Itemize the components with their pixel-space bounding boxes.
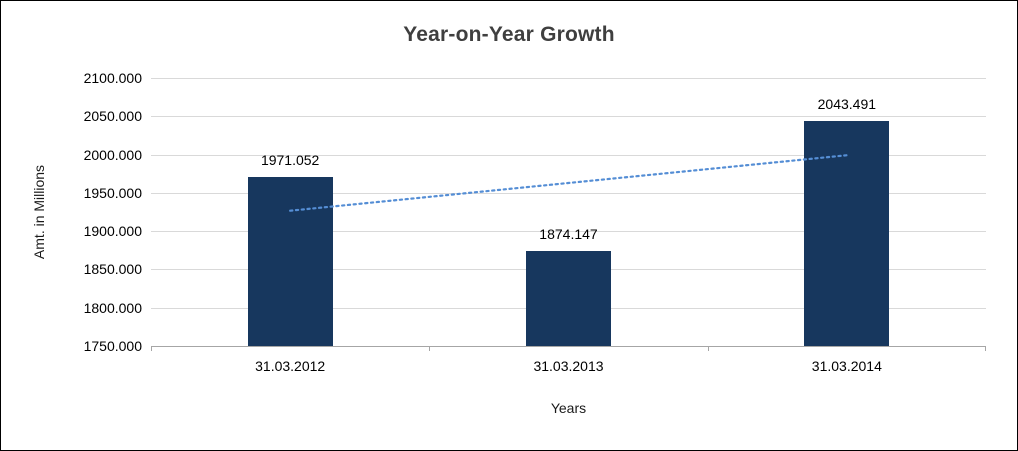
gridline xyxy=(151,192,986,194)
gridline xyxy=(151,154,986,156)
bar-value-label: 2043.491 xyxy=(817,96,877,113)
x-tick-label: 31.03.2012 xyxy=(255,358,326,374)
x-tick-label: 31.03.2014 xyxy=(811,358,882,374)
x-tick-mark xyxy=(707,346,709,351)
gridline xyxy=(151,116,986,118)
x-tick-label: 31.03.2013 xyxy=(533,358,604,374)
y-tick-label: 1900.000 xyxy=(83,223,142,240)
x-axis-title: Years xyxy=(550,400,587,416)
gridline xyxy=(151,78,986,79)
bar-31.03.2013 xyxy=(526,250,611,346)
y-tick-label: 1800.000 xyxy=(83,299,142,316)
plot-area: 1750.000 1800.000 1850.000 1900.000 1950.000… xyxy=(84,70,986,374)
gridline xyxy=(151,231,986,233)
bar-31.03.2012 xyxy=(247,176,333,346)
y-tick-label: 2050.000 xyxy=(83,108,142,125)
x-tick-mark xyxy=(151,346,152,351)
y-tick-label: 2100.000 xyxy=(83,70,142,86)
y-tick-label: 1750.000 xyxy=(83,338,142,354)
x-tick-mark xyxy=(429,346,431,351)
bar-value-label: 1874.147 xyxy=(539,225,598,242)
x-axis-line xyxy=(151,346,986,347)
y-tick-label: 1850.000 xyxy=(83,261,142,278)
y-axis-title: Amt. in Millions xyxy=(31,164,47,260)
y-tick-label: 2000.000 xyxy=(83,146,142,163)
trendline xyxy=(289,154,848,212)
x-tick-mark xyxy=(985,346,986,351)
chart-title: Year-on-Year Growth xyxy=(403,23,615,46)
y-tick-label: 1950.000 xyxy=(83,184,142,201)
bar-value-label: 1971.052 xyxy=(260,151,320,168)
